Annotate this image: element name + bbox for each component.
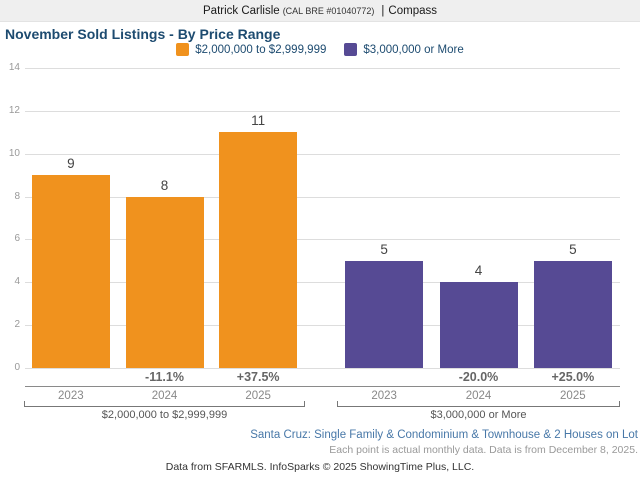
x-axis-year-2024: 2024 bbox=[151, 390, 178, 402]
x-axis-year-2024: 2024 bbox=[465, 390, 492, 402]
legend-item-3m-or-more[interactable]: $3,000,000 or More bbox=[344, 43, 464, 56]
bar-2025-group1[interactable] bbox=[219, 132, 298, 368]
gridline-y4 bbox=[25, 282, 620, 284]
gridline-y12 bbox=[25, 110, 620, 112]
y-axis-tick-4: 4 bbox=[14, 276, 20, 288]
bar-value-label: 5 bbox=[569, 241, 577, 257]
legend-label: $2,000,000 to $2,999,999 bbox=[195, 43, 327, 56]
legend-swatch-purple bbox=[344, 43, 358, 56]
group-label-1: $2,000,000 to $2,999,999 bbox=[101, 409, 228, 421]
x-axis-year-2023: 2023 bbox=[371, 390, 397, 402]
bar-value-label: 8 bbox=[160, 177, 169, 193]
y-axis-tick-10: 10 bbox=[8, 147, 20, 159]
legend-swatch-orange bbox=[176, 43, 190, 56]
header-separator: | bbox=[381, 4, 385, 17]
bar-2023-group2[interactable] bbox=[345, 260, 424, 368]
gridline-y6 bbox=[25, 239, 620, 241]
pct-change-label: +25.0% bbox=[551, 370, 595, 384]
axis-separator-line bbox=[25, 386, 620, 387]
agent-header-bar: Patrick Carlisle (CAL BRE #01040772) | C… bbox=[0, 0, 640, 22]
data-note: Each point is actual monthly data. Data … bbox=[329, 444, 638, 456]
legend-item-2m-range[interactable]: $2,000,000 to $2,999,999 bbox=[176, 43, 326, 56]
gridline-y0 bbox=[25, 368, 620, 369]
bar-2024-group2[interactable] bbox=[439, 282, 518, 368]
agent-license: (CAL BRE #01040772) bbox=[282, 5, 375, 16]
group-label-2: $3,000,000 or More bbox=[430, 409, 527, 421]
bar-value-label: 11 bbox=[251, 113, 266, 129]
data-attribution: Data from SFARMLS. InfoSparks © 2025 Sho… bbox=[165, 461, 475, 473]
gridline-y10 bbox=[25, 153, 620, 155]
x-axis-year-2025: 2025 bbox=[245, 390, 271, 402]
y-axis-tick-8: 8 bbox=[14, 190, 20, 202]
group-bracket-1 bbox=[24, 401, 305, 407]
bar-value-label: 9 bbox=[67, 156, 75, 172]
brokerage-name: Compass bbox=[388, 4, 437, 17]
agent-name: Patrick Carlisle bbox=[203, 4, 280, 17]
y-axis-tick-6: 6 bbox=[14, 233, 20, 245]
y-axis-tick-2: 2 bbox=[14, 319, 20, 331]
bar-2023-group1[interactable] bbox=[31, 175, 110, 368]
pct-change-label: -11.1% bbox=[145, 370, 184, 384]
y-axis-tick-0: 0 bbox=[14, 362, 20, 373]
y-axis-tick-14: 14 bbox=[8, 62, 20, 73]
bar-value-label: 5 bbox=[380, 241, 388, 257]
x-axis-year-2023: 2023 bbox=[58, 390, 84, 402]
y-axis-tick-12: 12 bbox=[8, 104, 20, 116]
pct-change-label: -20.0% bbox=[458, 370, 499, 384]
pct-change-label: +37.5% bbox=[236, 370, 280, 384]
gridline-y2 bbox=[25, 325, 620, 327]
bar-2025-group2[interactable] bbox=[533, 260, 612, 368]
bar-2024-group1[interactable] bbox=[125, 196, 204, 368]
chart-title: November Sold Listings - By Price Range bbox=[5, 26, 281, 42]
x-axis-year-2025: 2025 bbox=[560, 390, 586, 402]
chart-legend: $2,000,000 to $2,999,999 $3,000,000 or M… bbox=[0, 43, 640, 56]
bar-value-label: 4 bbox=[474, 263, 483, 279]
legend-label: $3,000,000 or More bbox=[363, 43, 464, 56]
region-description: Santa Cruz: Single Family & Condominium … bbox=[250, 429, 638, 441]
gridline-y14 bbox=[25, 68, 620, 69]
group-bracket-2 bbox=[337, 401, 620, 407]
gridline-y8 bbox=[25, 196, 620, 198]
